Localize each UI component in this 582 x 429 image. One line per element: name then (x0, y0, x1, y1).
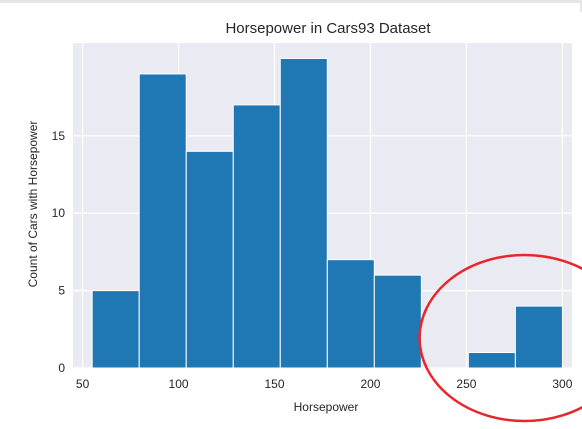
histogram-bar (514, 305, 563, 369)
x-tick-label: 200 (360, 377, 380, 391)
histogram-bar (91, 290, 140, 369)
x-tick-label: 250 (456, 377, 476, 391)
x-tick-label: 100 (169, 377, 189, 391)
y-tick-labels: 0 5 10 15 (52, 129, 66, 375)
chart-title: Horsepower in Cars93 Dataset (225, 20, 431, 37)
y-axis-label: Count of Cars with Horsepower (26, 121, 40, 288)
x-tick-label: 50 (76, 377, 90, 391)
bars (91, 57, 563, 369)
y-tick-label: 5 (58, 284, 65, 298)
histogram-bar (185, 150, 234, 369)
x-tick-label: 150 (265, 377, 285, 391)
highlight-ellipse (418, 253, 582, 423)
x-axis-label: Horsepower (294, 400, 359, 414)
y-tick-label: 0 (58, 361, 65, 375)
histogram-bar (279, 57, 328, 369)
histogram-bar (138, 73, 187, 369)
x-tick-label: 300 (552, 377, 572, 391)
histogram-bar (373, 274, 422, 369)
histogram-bar (467, 352, 516, 369)
x-tick-labels: 50 100 150 200 250 300 (76, 377, 573, 391)
y-tick-label: 15 (52, 129, 66, 143)
histogram-bar (326, 259, 375, 369)
y-tick-label: 10 (52, 206, 66, 220)
top-divider-corner (562, 0, 582, 12)
histogram-bar (232, 104, 281, 369)
top-divider (0, 0, 582, 3)
